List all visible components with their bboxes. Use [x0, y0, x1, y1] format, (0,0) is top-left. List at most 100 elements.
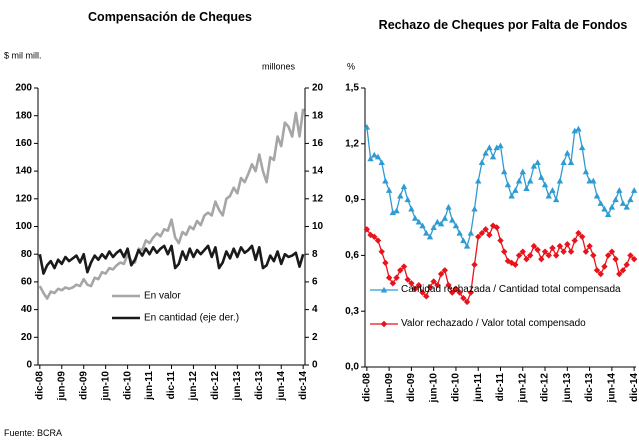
marker: [612, 255, 619, 263]
y-axis-label: $ mil mill.: [4, 50, 42, 60]
marker: [534, 246, 541, 254]
marker: [582, 248, 590, 255]
marker: [385, 187, 393, 193]
legend-label: En valor: [144, 291, 181, 302]
marker: [597, 200, 604, 206]
marker: [627, 196, 634, 203]
marker: [616, 270, 623, 278]
y2-tick-label: 14: [312, 166, 324, 177]
marker: [541, 181, 549, 188]
marker: [380, 286, 388, 293]
marker: [497, 142, 504, 149]
marker: [623, 203, 630, 210]
marker: [449, 216, 456, 223]
x-tick-label: jun-10: [100, 371, 111, 402]
marker: [434, 281, 441, 289]
marker: [578, 233, 586, 240]
marker: [552, 196, 560, 203]
marker: [423, 229, 430, 236]
source: Fuente: BCRA: [4, 428, 63, 438]
marker: [586, 242, 593, 250]
marker: [437, 220, 445, 227]
x-tick-label: jun-10: [428, 373, 439, 404]
y-tick-label: 0,9: [345, 194, 359, 205]
marker: [426, 283, 434, 291]
marker: [545, 252, 552, 259]
marker: [471, 261, 478, 268]
series-line: [38, 244, 305, 275]
marker: [593, 267, 601, 274]
marker: [630, 255, 638, 263]
marker: [556, 242, 564, 250]
marker: [519, 248, 526, 255]
y-tick-label: 1,2: [345, 138, 359, 149]
marker: [456, 229, 463, 236]
marker: [385, 274, 393, 281]
x-tick-label: jun-13: [562, 373, 573, 404]
y-tick-label: 120: [15, 193, 32, 204]
chart-title: Rechazo de Cheques por Falta de Fondos: [378, 18, 628, 32]
marker: [411, 215, 419, 221]
y2-axis-label: millones: [262, 61, 296, 71]
marker: [571, 237, 578, 244]
x-tick-label: dic-14: [629, 373, 639, 402]
marker: [378, 248, 385, 255]
marker: [541, 248, 549, 255]
marker: [534, 159, 541, 165]
legend-label: En cantidad (eje der.): [144, 313, 239, 324]
x-tick-label: dic-08: [34, 371, 45, 400]
y-tick-label: 140: [15, 166, 32, 177]
y2-tick-label: 10: [312, 221, 324, 232]
marker: [530, 242, 538, 250]
marker: [493, 224, 500, 231]
marker: [512, 261, 519, 268]
y-axis-label: %: [347, 61, 355, 71]
marker: [382, 259, 389, 267]
marker: [504, 181, 512, 188]
y-tick-label: 40: [21, 304, 33, 315]
marker: [374, 153, 382, 160]
y2-tick-label: 4: [312, 304, 318, 315]
x-tick-label: dic-08: [361, 373, 372, 402]
y-tick-label: 0,0: [345, 362, 359, 373]
marker: [363, 123, 371, 130]
marker: [575, 229, 582, 237]
marker: [597, 270, 604, 278]
marker: [486, 144, 493, 151]
marker: [508, 259, 515, 267]
marker: [630, 187, 638, 193]
marker: [501, 248, 508, 255]
marker: [538, 174, 545, 180]
series-line: [38, 108, 305, 300]
marker: [456, 289, 463, 296]
marker: [397, 192, 404, 199]
marker: [552, 252, 560, 259]
marker: [471, 205, 478, 212]
marker: [578, 144, 586, 151]
marker: [515, 252, 523, 259]
marker: [526, 252, 534, 259]
marker: [612, 196, 619, 203]
marker: [404, 196, 411, 203]
y2-tick-label: 2: [312, 332, 318, 343]
marker: [571, 127, 578, 134]
marker: [489, 153, 497, 160]
marker: [549, 244, 556, 252]
marker: [393, 207, 400, 214]
marker: [549, 187, 556, 193]
marker: [382, 177, 389, 184]
y-tick-label: 200: [15, 83, 32, 94]
marker: [564, 149, 571, 156]
marker: [538, 255, 545, 263]
x-tick-label: jun-11: [144, 371, 155, 401]
marker: [423, 293, 430, 300]
marker: [482, 149, 489, 156]
y-tick-label: 80: [21, 249, 33, 260]
marker: [523, 255, 530, 263]
marker: [367, 155, 374, 162]
marker: [616, 187, 623, 193]
marker: [567, 159, 575, 165]
marker: [467, 229, 475, 236]
legend-label: Valor rechazado / Valor total compensado: [401, 318, 586, 329]
marker: [404, 276, 411, 283]
